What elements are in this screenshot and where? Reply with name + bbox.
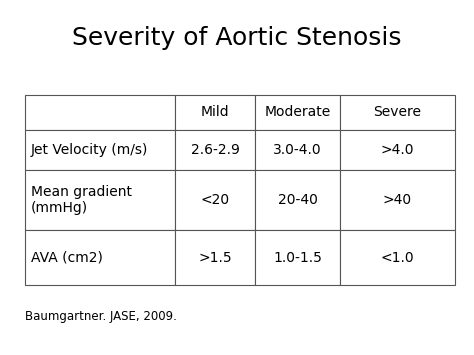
Bar xyxy=(255,95,340,130)
Text: Mild: Mild xyxy=(201,105,229,120)
Text: >1.5: >1.5 xyxy=(198,251,232,264)
Text: Mean gradient
(mmHg): Mean gradient (mmHg) xyxy=(31,185,132,215)
Text: Baumgartner. JASE, 2009.: Baumgartner. JASE, 2009. xyxy=(25,310,177,323)
Bar xyxy=(255,130,340,170)
Text: Moderate: Moderate xyxy=(264,105,331,120)
Bar xyxy=(25,130,175,170)
Text: >40: >40 xyxy=(383,193,412,207)
Text: 3.0-4.0: 3.0-4.0 xyxy=(273,143,322,157)
Bar xyxy=(175,170,255,230)
Text: Severe: Severe xyxy=(374,105,421,120)
Bar xyxy=(25,230,175,285)
Bar xyxy=(175,95,255,130)
Text: Severity of Aortic Stenosis: Severity of Aortic Stenosis xyxy=(72,26,402,50)
Bar xyxy=(25,95,175,130)
Bar xyxy=(175,130,255,170)
Bar xyxy=(340,170,455,230)
Text: Jet Velocity (m/s): Jet Velocity (m/s) xyxy=(31,143,148,157)
Text: <1.0: <1.0 xyxy=(381,251,414,264)
Bar xyxy=(340,230,455,285)
Bar xyxy=(175,230,255,285)
Bar xyxy=(255,170,340,230)
Text: 20-40: 20-40 xyxy=(278,193,318,207)
Text: 1.0-1.5: 1.0-1.5 xyxy=(273,251,322,264)
Text: 2.6-2.9: 2.6-2.9 xyxy=(191,143,239,157)
Text: <20: <20 xyxy=(201,193,229,207)
Bar xyxy=(25,170,175,230)
Text: >4.0: >4.0 xyxy=(381,143,414,157)
Bar xyxy=(340,95,455,130)
Bar xyxy=(340,130,455,170)
Text: AVA (cm2): AVA (cm2) xyxy=(31,251,103,264)
Bar xyxy=(255,230,340,285)
